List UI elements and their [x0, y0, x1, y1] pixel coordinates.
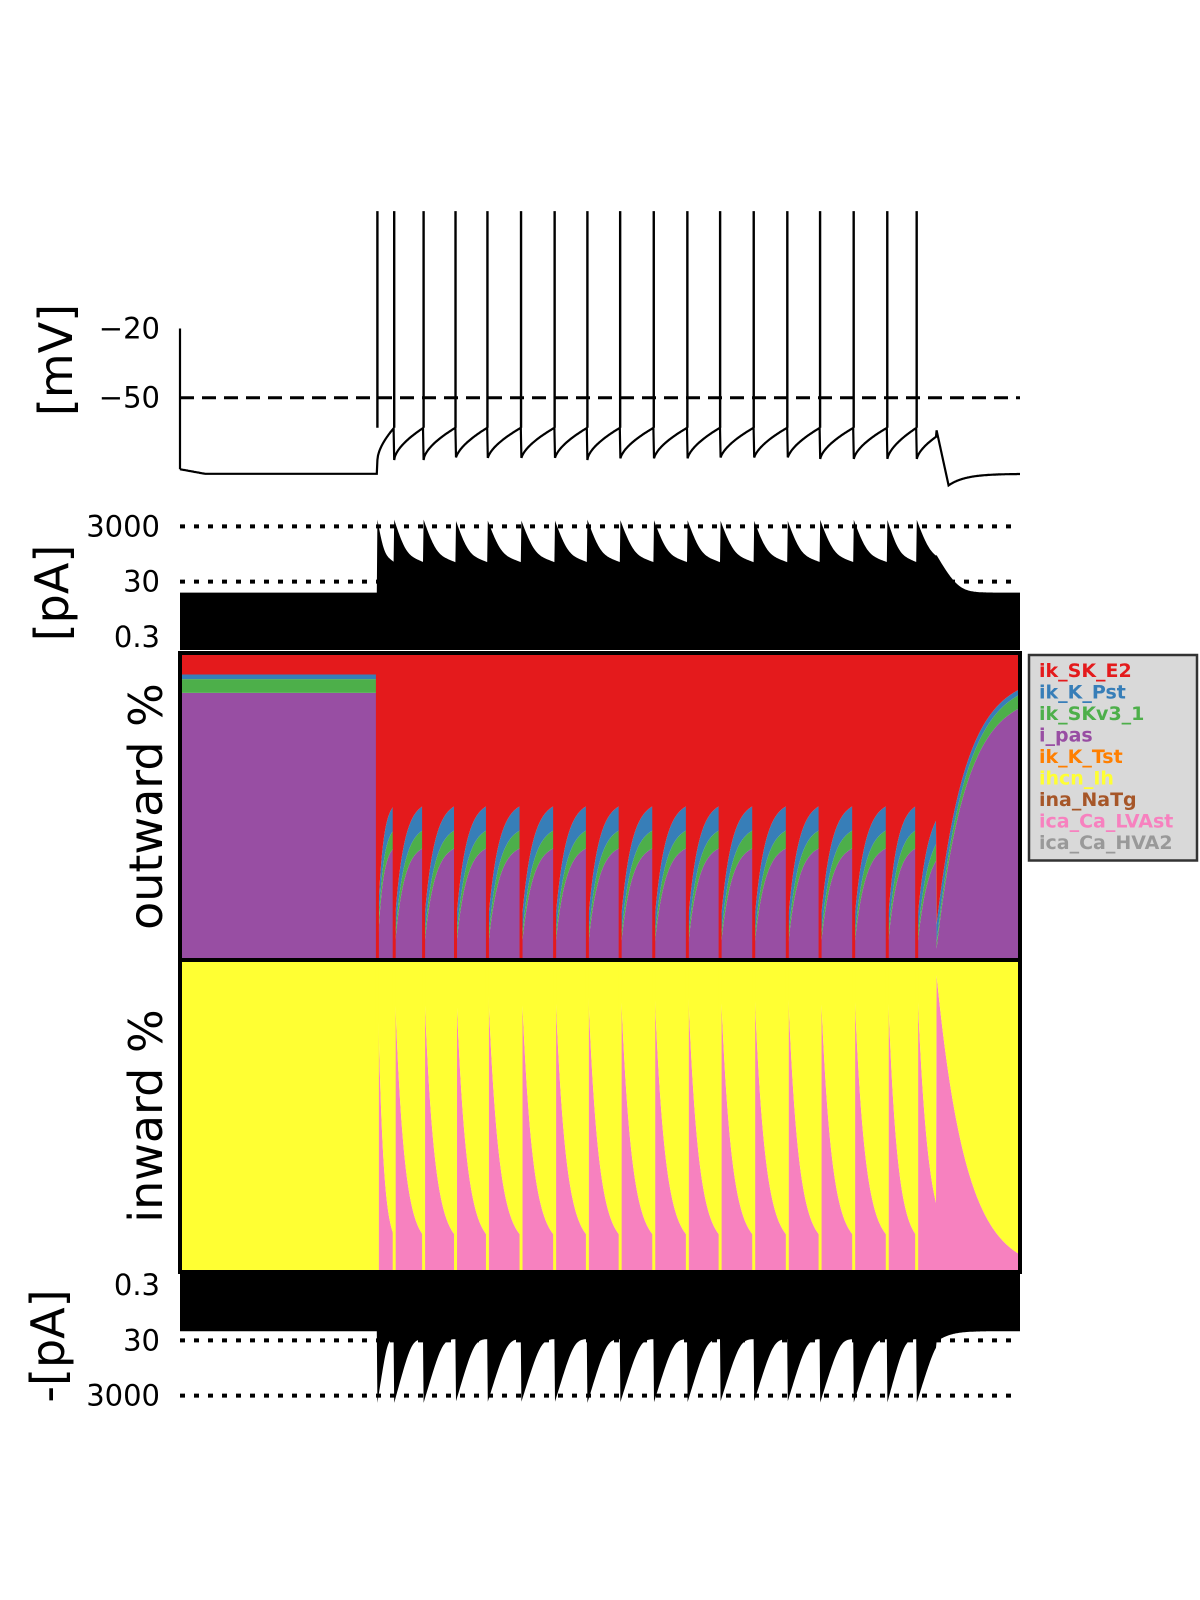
inward-percent-axis-label: inward %: [119, 1009, 173, 1222]
stack-ica_Ca_LVAst: [180, 969, 1020, 1272]
stack-ihcn_Ih: [180, 960, 1020, 1272]
legend-entry-i_pas: i_pas: [1039, 725, 1093, 747]
inward-total-tick-label: 30: [123, 1323, 160, 1357]
stack-i_pas: [180, 692, 1020, 960]
outward-percent-axis-label: outward %: [119, 683, 173, 930]
stack-ik_SK_E2: [180, 653, 1020, 930]
legend-entry-ik_K_Tst: ik_K_Tst: [1039, 746, 1123, 768]
inward-total-area: [180, 1272, 1020, 1403]
legend-box: [1027, 653, 1199, 862]
outward-total-axis-label: [pA]: [25, 545, 79, 642]
voltage-tick-label: −20: [99, 311, 160, 345]
inward-total-panel: 0.3 30 3000 -[pA]: [21, 1268, 1020, 1413]
voltage-trace: [178, 328, 1020, 488]
voltage-tick-label: −50: [99, 381, 160, 415]
inward-percent-panel: inward %: [119, 958, 1022, 1274]
stack-ik_K_Pst: [180, 674, 1020, 948]
outward-percent-panel: outward %: [119, 651, 1022, 962]
legend-entry-ihcn_Ih: ihcn_Ih: [1039, 768, 1114, 790]
inward-total-tick-label: 0.3: [114, 1268, 160, 1302]
outward-total-panel: 3000 30 0.3 [pA]: [25, 509, 1020, 654]
legend-entry-ik_SKv3_1: ik_SKv3_1: [1039, 703, 1144, 725]
legend-entry-ica_Ca_HVA2: ica_Ca_HVA2: [1039, 832, 1173, 854]
inward-total-axis-label: -[pA]: [21, 1289, 75, 1402]
legend-entry-ik_K_Pst: ik_K_Pst: [1039, 682, 1126, 704]
voltage-axis-label: [mV]: [29, 304, 83, 416]
legend-entry-ik_SK_E2: ik_SK_E2: [1039, 660, 1132, 682]
legend-entry-ina_NaTg: ina_NaTg: [1039, 789, 1137, 811]
legend: ik_SK_E2ik_K_Pstik_SKv3_1i_pasik_K_Tstih…: [1027, 653, 1199, 862]
outward-total-tick-label: 3000: [86, 509, 160, 543]
inward-total-tick-label: 3000: [86, 1379, 160, 1413]
outward-total-tick-label: 30: [123, 565, 160, 599]
legend-entry-ica_Ca_LVAst: ica_Ca_LVAst: [1039, 811, 1173, 833]
voltage-panel: −20 −50 [mV]: [29, 211, 1020, 488]
outward-total-tick-label: 0.3: [114, 620, 160, 654]
outward-total-area: [180, 519, 1020, 650]
